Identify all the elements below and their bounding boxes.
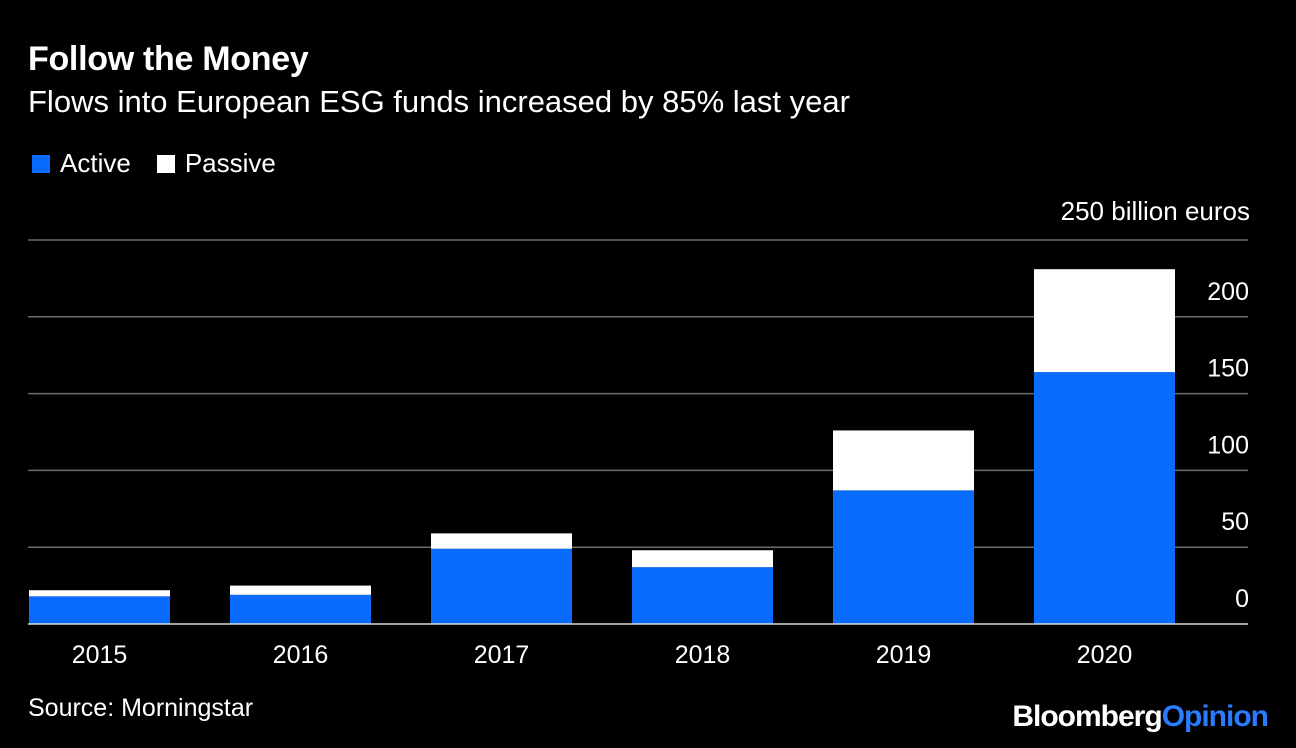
y-tick-label: 100 (1207, 431, 1249, 459)
bar-active-2018 (632, 567, 773, 624)
source-note: Source: Morningstar (28, 694, 254, 722)
y-tick-label: 0 (1235, 585, 1249, 613)
x-tick-label: 2015 (72, 641, 128, 669)
brand-logo-part1: Bloomberg (1012, 700, 1162, 733)
y-tick-label: 200 (1207, 278, 1249, 306)
legend: Active Passive (32, 148, 302, 179)
chart-subtitle: Flows into European ESG funds increased … (28, 84, 850, 119)
bar-active-2016 (230, 594, 371, 624)
bar-active-2020 (1034, 372, 1175, 624)
legend-item-active: Active (32, 148, 131, 179)
brand-logo: BloombergOpinion (1012, 700, 1269, 734)
bar-passive-2019 (833, 430, 974, 491)
legend-label-active: Active (60, 148, 131, 178)
legend-swatch-active (32, 154, 50, 173)
legend-label-passive: Passive (184, 148, 276, 178)
bar-active-2017 (431, 548, 572, 624)
legend-item-passive: Passive (156, 148, 276, 179)
brand-logo-part2: Opinion (1161, 700, 1269, 733)
legend-swatch-passive (156, 154, 175, 173)
bar-active-2019 (833, 490, 974, 624)
bar-passive-2017 (431, 533, 572, 549)
bar-passive-2020 (1034, 269, 1175, 373)
bar-passive-2015 (29, 590, 170, 597)
bar-passive-2016 (230, 585, 371, 595)
x-tick-label: 2016 (273, 641, 329, 669)
y-tick-label: 50 (1221, 508, 1249, 536)
x-tick-label: 2019 (876, 641, 932, 669)
bar-passive-2018 (632, 550, 773, 568)
bar-active-2015 (29, 596, 170, 624)
x-tick-label: 2018 (675, 641, 731, 669)
x-tick-label: 2020 (1077, 641, 1133, 669)
y-axis-unit-label: 250 billion euros (1060, 196, 1250, 226)
x-tick-label: 2017 (474, 641, 530, 669)
y-tick-label: 150 (1207, 355, 1249, 383)
chart-title: Follow the Money (28, 40, 309, 78)
